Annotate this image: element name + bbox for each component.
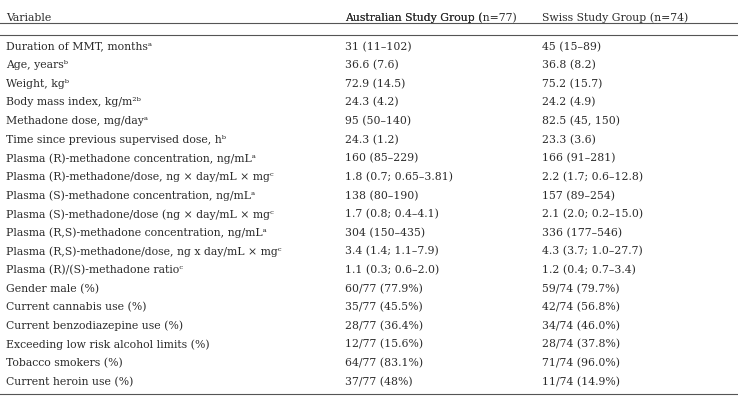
Text: 160 (85–229): 160 (85–229) xyxy=(345,153,418,164)
Text: 1.1 (0.3; 0.6–2.0): 1.1 (0.3; 0.6–2.0) xyxy=(345,265,440,275)
Text: 4.3 (3.7; 1.0–27.7): 4.3 (3.7; 1.0–27.7) xyxy=(542,246,644,257)
Text: 59/74 (79.7%): 59/74 (79.7%) xyxy=(542,284,620,294)
Text: Current heroin use (%): Current heroin use (%) xyxy=(6,377,134,387)
Text: Current benzodiazepine use (%): Current benzodiazepine use (%) xyxy=(6,321,183,331)
Text: 1.2 (0.4; 0.7–3.4): 1.2 (0.4; 0.7–3.4) xyxy=(542,265,636,275)
Text: 45 (15–89): 45 (15–89) xyxy=(542,42,601,52)
Text: 24.3 (4.2): 24.3 (4.2) xyxy=(345,98,399,108)
Text: 166 (91–281): 166 (91–281) xyxy=(542,153,616,164)
Text: 23.3 (3.6): 23.3 (3.6) xyxy=(542,135,596,145)
Text: 2.2 (1.7; 0.6–12.8): 2.2 (1.7; 0.6–12.8) xyxy=(542,172,644,182)
Text: Current cannabis use (%): Current cannabis use (%) xyxy=(6,302,146,312)
Text: Plasma (S)-methadone concentration, ng/mLᵃ: Plasma (S)-methadone concentration, ng/m… xyxy=(6,191,255,201)
Text: 1.8 (0.7; 0.65–3.81): 1.8 (0.7; 0.65–3.81) xyxy=(345,172,453,182)
Text: Swiss Study Group (n=74): Swiss Study Group (n=74) xyxy=(542,13,689,23)
Text: 12/77 (15.6%): 12/77 (15.6%) xyxy=(345,339,424,350)
Text: 37/77 (48%): 37/77 (48%) xyxy=(345,377,413,387)
Text: 64/77 (83.1%): 64/77 (83.1%) xyxy=(345,358,424,368)
Text: 304 (150–435): 304 (150–435) xyxy=(345,228,426,238)
Text: Plasma (R,S)-methadone/dose, ng x day/mL × mgᶜ: Plasma (R,S)-methadone/dose, ng x day/mL… xyxy=(6,246,281,257)
Text: 34/74 (46.0%): 34/74 (46.0%) xyxy=(542,321,621,331)
Text: Duration of MMT, monthsᵃ: Duration of MMT, monthsᵃ xyxy=(6,42,152,52)
Text: 95 (50–140): 95 (50–140) xyxy=(345,116,412,126)
Text: 75.2 (15.7): 75.2 (15.7) xyxy=(542,79,603,89)
Text: 28/77 (36.4%): 28/77 (36.4%) xyxy=(345,321,424,331)
Text: 71/74 (96.0%): 71/74 (96.0%) xyxy=(542,358,621,368)
Text: Plasma (S)-methadone/dose (ng × day/mL × mgᶜ: Plasma (S)-methadone/dose (ng × day/mL ×… xyxy=(6,209,274,220)
Text: Plasma (R)/(S)-methadone ratioᶜ: Plasma (R)/(S)-methadone ratioᶜ xyxy=(6,265,183,275)
Text: Gender male (%): Gender male (%) xyxy=(6,284,99,294)
Text: 11/74 (14.9%): 11/74 (14.9%) xyxy=(542,377,621,387)
Text: 72.9 (14.5): 72.9 (14.5) xyxy=(345,79,406,89)
Text: 60/77 (77.9%): 60/77 (77.9%) xyxy=(345,284,424,294)
Text: 36.8 (8.2): 36.8 (8.2) xyxy=(542,60,596,71)
Text: Exceeding low risk alcohol limits (%): Exceeding low risk alcohol limits (%) xyxy=(6,339,210,350)
Text: 24.3 (1.2): 24.3 (1.2) xyxy=(345,135,399,145)
Text: 1.7 (0.8; 0.4–4.1): 1.7 (0.8; 0.4–4.1) xyxy=(345,209,439,219)
Text: 82.5 (45, 150): 82.5 (45, 150) xyxy=(542,116,621,126)
Text: Plasma (R)-methadone concentration, ng/mLᵃ: Plasma (R)-methadone concentration, ng/m… xyxy=(6,153,256,164)
Text: 31 (11–102): 31 (11–102) xyxy=(345,42,412,52)
Text: 28/74 (37.8%): 28/74 (37.8%) xyxy=(542,339,621,350)
Text: 36.6 (7.6): 36.6 (7.6) xyxy=(345,60,399,71)
Text: 42/74 (56.8%): 42/74 (56.8%) xyxy=(542,302,621,312)
Text: 24.2 (4.9): 24.2 (4.9) xyxy=(542,98,596,108)
Text: Tobacco smokers (%): Tobacco smokers (%) xyxy=(6,358,123,368)
Text: Australian Study Group (: Australian Study Group ( xyxy=(345,13,483,23)
Text: Plasma (R,S)-methadone concentration, ng/mLᵃ: Plasma (R,S)-methadone concentration, ng… xyxy=(6,228,266,238)
Text: Variable: Variable xyxy=(6,13,51,23)
Text: 157 (89–254): 157 (89–254) xyxy=(542,191,615,201)
Text: 138 (80–190): 138 (80–190) xyxy=(345,191,419,201)
Text: Plasma (R)-methadone/dose, ng × day/mL × mgᶜ: Plasma (R)-methadone/dose, ng × day/mL ×… xyxy=(6,172,274,183)
Text: 35/77 (45.5%): 35/77 (45.5%) xyxy=(345,302,423,312)
Text: Time since previous supervised dose, hᵇ: Time since previous supervised dose, hᵇ xyxy=(6,135,226,145)
Text: Australian Study Group (n=77): Australian Study Group (n=77) xyxy=(345,13,517,23)
Text: Weight, kgᵇ: Weight, kgᵇ xyxy=(6,79,69,89)
Text: Body mass index, kg/m²ᵇ: Body mass index, kg/m²ᵇ xyxy=(6,98,141,107)
Text: Methadone dose, mg/dayᵃ: Methadone dose, mg/dayᵃ xyxy=(6,116,148,126)
Text: 2.1 (2.0; 0.2–15.0): 2.1 (2.0; 0.2–15.0) xyxy=(542,209,644,219)
Text: Age, yearsᵇ: Age, yearsᵇ xyxy=(6,60,68,70)
Text: 336 (177–546): 336 (177–546) xyxy=(542,228,623,238)
Text: 3.4 (1.4; 1.1–7.9): 3.4 (1.4; 1.1–7.9) xyxy=(345,246,439,257)
